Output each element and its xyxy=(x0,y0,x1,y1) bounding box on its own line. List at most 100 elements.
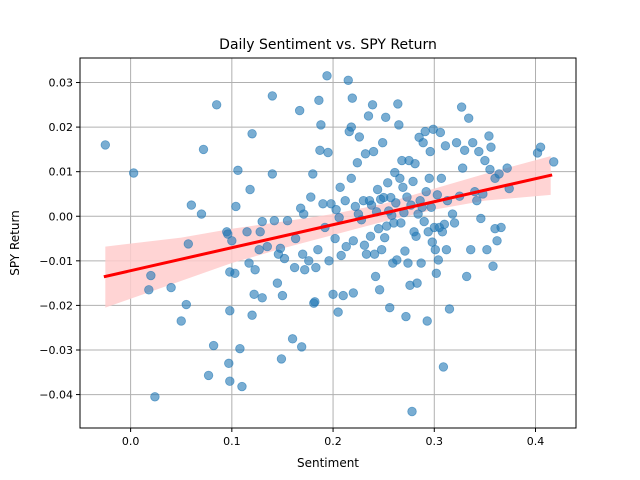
data-point-23 xyxy=(233,165,243,176)
x-tick-label-2: 0.2 xyxy=(324,435,342,448)
data-point-209 xyxy=(549,157,559,167)
data-point-104 xyxy=(367,100,378,110)
data-point-19 xyxy=(225,306,235,316)
y-tick-label-3: −0.01 xyxy=(39,255,73,268)
data-point-60 xyxy=(308,169,318,179)
data-point-35 xyxy=(255,227,265,237)
data-point-24 xyxy=(235,343,245,354)
data-point-89 xyxy=(348,236,359,246)
data-point-44 xyxy=(275,243,286,254)
data-point-127 xyxy=(391,198,401,208)
data-point-114 xyxy=(377,137,388,148)
data-point-22 xyxy=(231,201,241,212)
data-point-179 xyxy=(444,304,455,314)
data-point-129 xyxy=(393,99,403,109)
data-point-146 xyxy=(410,158,420,169)
y-axis: −0.04 −0.03 −0.02 −0.01 0.00 0.01 0.02 0.03 xyxy=(39,77,80,402)
data-point-20 xyxy=(225,376,235,386)
data-point-161 xyxy=(425,146,435,157)
data-point-11 xyxy=(198,144,209,155)
data-point-109 xyxy=(372,184,383,195)
data-point-59 xyxy=(306,192,316,202)
data-point-186 xyxy=(459,145,470,155)
data-point-82 xyxy=(340,195,350,206)
data-point-31 xyxy=(247,310,257,320)
data-point-45 xyxy=(276,354,287,364)
data-point-13 xyxy=(208,340,219,351)
data-point-40 xyxy=(267,91,278,101)
data-point-167 xyxy=(431,268,442,279)
y-tick-label-0: −0.04 xyxy=(39,389,73,402)
data-point-25 xyxy=(237,381,247,392)
data-point-30 xyxy=(247,129,257,139)
data-point-199 xyxy=(486,142,496,152)
data-point-50 xyxy=(289,262,300,273)
data-point-28 xyxy=(244,258,254,268)
data-point-210 xyxy=(490,173,500,184)
data-point-79 xyxy=(335,182,345,192)
data-point-34 xyxy=(254,244,264,255)
data-point-168 xyxy=(432,190,443,200)
data-point-107 xyxy=(370,271,381,282)
data-point-196 xyxy=(480,155,490,166)
data-point-8 xyxy=(183,239,194,249)
data-point-2 xyxy=(146,270,156,281)
data-point-190 xyxy=(468,137,478,148)
data-point-54 xyxy=(296,342,307,352)
data-point-21 xyxy=(230,268,240,279)
data-point-166 xyxy=(430,244,441,255)
data-point-105 xyxy=(368,146,379,157)
data-point-193 xyxy=(474,146,484,157)
data-point-132 xyxy=(396,218,406,228)
data-point-1 xyxy=(128,168,139,178)
data-point-143 xyxy=(407,406,417,417)
data-point-113 xyxy=(376,244,387,255)
data-point-72 xyxy=(324,256,334,266)
data-point-5 xyxy=(166,282,176,293)
data-point-131 xyxy=(395,173,405,184)
data-point-57 xyxy=(300,265,310,275)
data-point-171 xyxy=(435,127,446,138)
data-point-39 xyxy=(267,169,278,179)
data-point-106 xyxy=(369,249,380,259)
data-point-208 xyxy=(535,142,546,152)
data-point-56 xyxy=(299,209,309,219)
y-tick-label-4: 0.00 xyxy=(49,210,74,223)
x-tick-label-0: 0.0 xyxy=(122,435,140,448)
data-point-169 xyxy=(433,255,444,265)
data-point-84 xyxy=(343,75,353,85)
data-point-176 xyxy=(440,141,451,151)
data-point-51 xyxy=(290,233,301,244)
data-point-38 xyxy=(262,241,272,252)
data-point-86 xyxy=(346,173,356,184)
regression-line-group xyxy=(103,173,553,279)
data-point-74 xyxy=(328,289,338,299)
data-point-9 xyxy=(186,200,197,210)
data-point-63 xyxy=(311,262,321,273)
data-point-160 xyxy=(424,173,434,184)
y-tick-label-5: 0.01 xyxy=(49,166,74,179)
data-point-47 xyxy=(279,253,290,264)
grid xyxy=(80,58,576,428)
data-point-88 xyxy=(347,93,357,103)
data-point-198 xyxy=(484,131,494,141)
data-point-147 xyxy=(411,231,421,242)
plot-frame xyxy=(79,57,577,429)
data-point-62 xyxy=(310,297,320,307)
data-point-12 xyxy=(203,370,214,381)
data-point-6 xyxy=(176,316,186,326)
data-point-103 xyxy=(366,200,377,210)
data-point-148 xyxy=(412,278,422,288)
data-point-187 xyxy=(461,271,472,282)
data-point-116 xyxy=(379,232,390,243)
data-point-102 xyxy=(365,231,376,242)
data-point-204 xyxy=(496,222,506,233)
data-point-92 xyxy=(352,158,363,168)
x-tick-label-4: 0.4 xyxy=(527,435,545,448)
y-tick-label-1: −0.03 xyxy=(39,344,73,357)
data-point-157 xyxy=(421,187,431,197)
data-point-71 xyxy=(323,147,333,158)
data-point-49 xyxy=(287,334,298,344)
data-point-4 xyxy=(150,392,160,402)
